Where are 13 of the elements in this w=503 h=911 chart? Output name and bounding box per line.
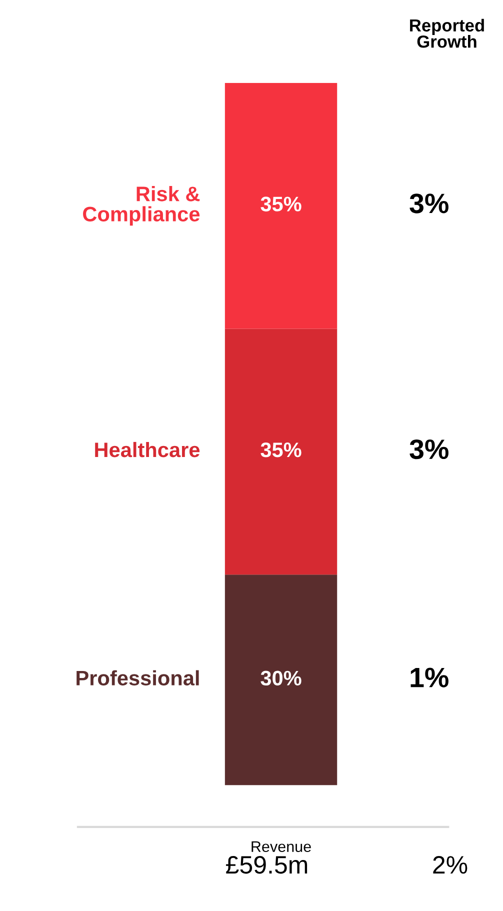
series-label: Professional <box>76 670 199 686</box>
data-label: 30% <box>260 670 302 686</box>
x-tick-label: Revenue <box>252 841 311 852</box>
series-label: Healthcare <box>95 442 200 458</box>
text: Reported Growth <box>410 18 484 48</box>
text: £59.5m <box>226 856 308 874</box>
text: 2% <box>433 856 468 874</box>
text: 3% <box>410 194 448 214</box>
data-label: 35% <box>260 196 302 212</box>
text: 3% <box>410 439 448 460</box>
text: 1% <box>410 668 448 688</box>
series-label: Risk & Compliance <box>83 186 200 226</box>
data-label: 35% <box>260 442 302 458</box>
